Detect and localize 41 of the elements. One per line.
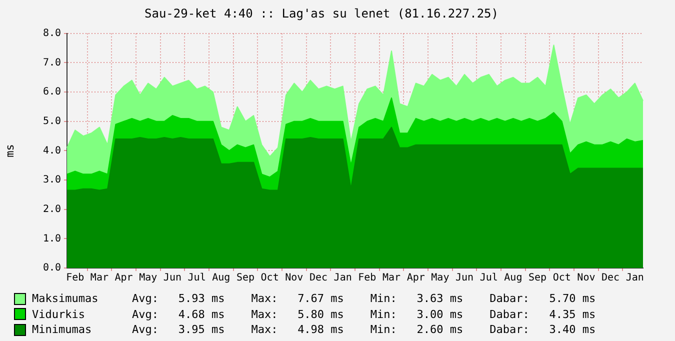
x-tick-label: Jul (188, 272, 206, 284)
x-tick-label: Mar (382, 272, 401, 284)
x-tick-label: May (431, 272, 450, 284)
x-tick-label: Aug (504, 272, 522, 284)
x-tick-label: Nov (285, 272, 304, 284)
x-tick-label: Feb (358, 272, 376, 284)
text: Avg: 5.93 ms Max: 7.67 ms Min: 3.63 ms Dabar: 5.70 ms (132, 291, 596, 306)
legend-label: Maksimumas (32, 291, 100, 306)
x-tick-label: Apr (406, 272, 425, 284)
y-tick-label: 5.0 (42, 116, 61, 127)
y-tick-label: 8.0 (42, 28, 61, 39)
x-tick-label: May (139, 272, 158, 284)
x-tick-label: Sep (236, 272, 255, 284)
x-tick-label: Oct (552, 272, 571, 284)
x-tick-label: Nov (577, 272, 596, 284)
text: Avg: 3.95 ms Max: 4.98 ms Min: 2.60 ms Dabar: 3.40 ms (132, 322, 596, 338)
x-tick-label: Dec (309, 272, 328, 284)
chart-title: Sau-29-ket 4:40 :: Lag'as su lenet (81.16.227.25) (144, 6, 499, 20)
x-tick-label: Oct (260, 272, 279, 284)
x-tick-label: Jun (455, 272, 474, 284)
text: Avg: 4.68 ms Max: 5.80 ms Min: 3.00 ms Dabar: 4.35 ms (132, 306, 596, 322)
y-tick-label: 7.0 (42, 57, 61, 68)
y-tick-label: 4.0 (42, 145, 61, 156)
y-tick-label: 6.0 (42, 86, 61, 98)
x-tick-label: Aug (212, 272, 230, 284)
legend-label: Minimumas (32, 322, 93, 338)
x-tick-label: Dec (602, 272, 620, 284)
y-tick-label: 1.0 (42, 233, 61, 244)
y-tick-label: 0.0 (42, 262, 61, 274)
y-tick-label: 2.0 (42, 204, 61, 215)
x-tick-label: Feb (66, 272, 84, 284)
x-tick-label: Jul (480, 272, 498, 284)
x-tick-label: Mar (90, 272, 108, 284)
x-tick-label: Apr (114, 272, 133, 284)
y-axis-title: ms (3, 144, 16, 158)
y-tick-label: 3.0 (42, 174, 61, 186)
legend-label: Vidurkis (32, 306, 86, 322)
x-tick-label: Sep (528, 272, 547, 284)
x-tick-label: Jan (334, 272, 352, 284)
x-tick-label: Jun (163, 272, 182, 284)
x-tick-label: Jan (626, 272, 644, 284)
